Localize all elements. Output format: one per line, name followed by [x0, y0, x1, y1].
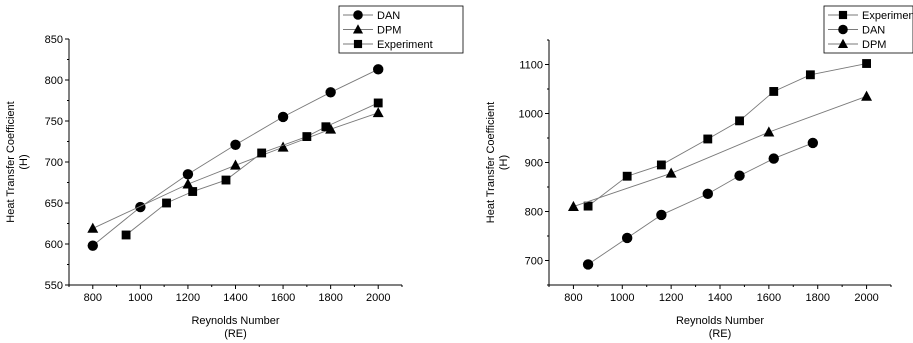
y-tick-label: 900 [525, 158, 543, 170]
y-tick-label: 1100 [519, 60, 543, 72]
data-point-dan [768, 153, 779, 164]
y-tick-label: 550 [45, 280, 63, 292]
legend: Experimen DAN DPM [823, 5, 913, 54]
data-point-experimen [735, 116, 744, 126]
x-tick-label: 800 [84, 292, 102, 304]
data-point-experimen [805, 70, 815, 80]
data-point-dan [230, 139, 241, 150]
x-tick-label: 1800 [318, 292, 342, 304]
legend-label: DAN [862, 25, 885, 37]
legend-label: DAN [377, 10, 400, 22]
data-point-experimen [769, 87, 779, 96]
data-point-dpm [763, 126, 775, 137]
data-point-experiment [221, 175, 231, 185]
y-tick-label: 1000 [519, 109, 543, 121]
chart-1: 800 1000 1200 1400 1600 1800 2000 550 600 650 700 7… [5, 5, 464, 340]
data-point-dan [656, 209, 667, 221]
data-point-dpm [665, 167, 677, 178]
y-tick-label: 700 [45, 157, 63, 169]
x-tick-label: 1800 [805, 292, 829, 304]
x-tick-label: 2000 [854, 292, 878, 304]
data-point-dpm [567, 200, 579, 211]
series-line-dpm [573, 95, 867, 208]
legend-marker-experiment [353, 39, 363, 49]
data-point-dan [373, 64, 384, 75]
series-line-experiment [125, 102, 379, 236]
data-point-experiment [373, 98, 383, 108]
data-point-dan [621, 232, 633, 244]
data-point-dpm [277, 141, 289, 152]
legend-label: DPM [862, 39, 886, 51]
data-point-dan [135, 201, 146, 213]
x-axis-label: Reynolds Number [191, 315, 279, 327]
y-tick-label: 750 [45, 116, 63, 128]
data-point-experimen [862, 59, 871, 68]
x-axis-label: Reynolds Number [676, 315, 764, 327]
data-point-experimen [583, 201, 593, 211]
legend-label: Experiment [377, 39, 433, 51]
x-tick-label: 1200 [659, 292, 683, 304]
y-tick-label: 800 [45, 75, 63, 87]
data-point-experiment [121, 230, 131, 240]
data-point-experiment [188, 187, 198, 196]
data-point-experimen [656, 160, 666, 170]
y-tick-label: 700 [525, 256, 543, 268]
x-axis-label-unit: (RE) [709, 328, 732, 340]
data-point-dan [182, 169, 194, 180]
data-point-experiment [162, 198, 171, 208]
x-tick-label: 1000 [610, 292, 634, 304]
x-tick-label: 1600 [271, 292, 295, 304]
data-point-experiment [321, 122, 331, 132]
data-point-dan [702, 188, 713, 200]
data-point-experimen [703, 134, 713, 144]
x-tick-label: 1200 [176, 292, 200, 304]
legend-marker-dpm [352, 24, 364, 34]
data-point-dan [734, 170, 745, 181]
data-point-dan [807, 137, 819, 149]
y-axis-label: Heat Transfer Coefficient [5, 101, 17, 222]
data-point-experiment [257, 148, 267, 158]
data-point-dan [325, 87, 336, 98]
y-tick-label: 800 [525, 207, 543, 219]
legend: DAN DPM Experiment [338, 5, 464, 54]
y-tick-label: 600 [45, 239, 63, 251]
data-point-dpm [87, 222, 99, 233]
series-line-experimen [587, 63, 867, 207]
legend-marker-dan [838, 24, 848, 35]
x-axis-label-unit: (RE) [224, 328, 247, 340]
x-tick-label: 800 [564, 292, 582, 304]
x-tick-label: 1400 [223, 292, 247, 304]
data-point-dpm [372, 107, 384, 118]
x-tick-label: 1600 [757, 292, 781, 304]
chart-2: 800 1000 1200 1400 1600 1800 2000 700 800 900 1000… [485, 5, 913, 340]
legend-label: DPM [377, 25, 401, 37]
x-tick-label: 2000 [366, 292, 390, 304]
y-tick-label: 650 [45, 198, 63, 210]
data-point-dan [277, 111, 289, 123]
y-axis-label-unit: (H) [498, 155, 510, 170]
legend-label: Experimen [862, 10, 913, 22]
x-tick-label: 1400 [708, 292, 732, 304]
x-tick-label: 1000 [128, 292, 152, 304]
legend-marker-dpm [837, 38, 849, 49]
data-point-dpm [230, 159, 241, 170]
series-line-dan [92, 68, 379, 246]
data-point-experiment [302, 132, 312, 141]
y-tick-label: 850 [45, 34, 63, 46]
legend-marker-dan [353, 10, 363, 20]
y-axis-label: Heat Transfer Coefficient [485, 102, 497, 223]
data-point-dpm [861, 90, 873, 101]
data-point-dan [87, 240, 98, 251]
data-point-dpm [182, 178, 194, 189]
legend-marker-experimen [838, 10, 848, 20]
data-point-experimen [622, 171, 632, 181]
y-axis-label-unit: (H) [18, 154, 30, 169]
data-point-dan [582, 259, 594, 270]
